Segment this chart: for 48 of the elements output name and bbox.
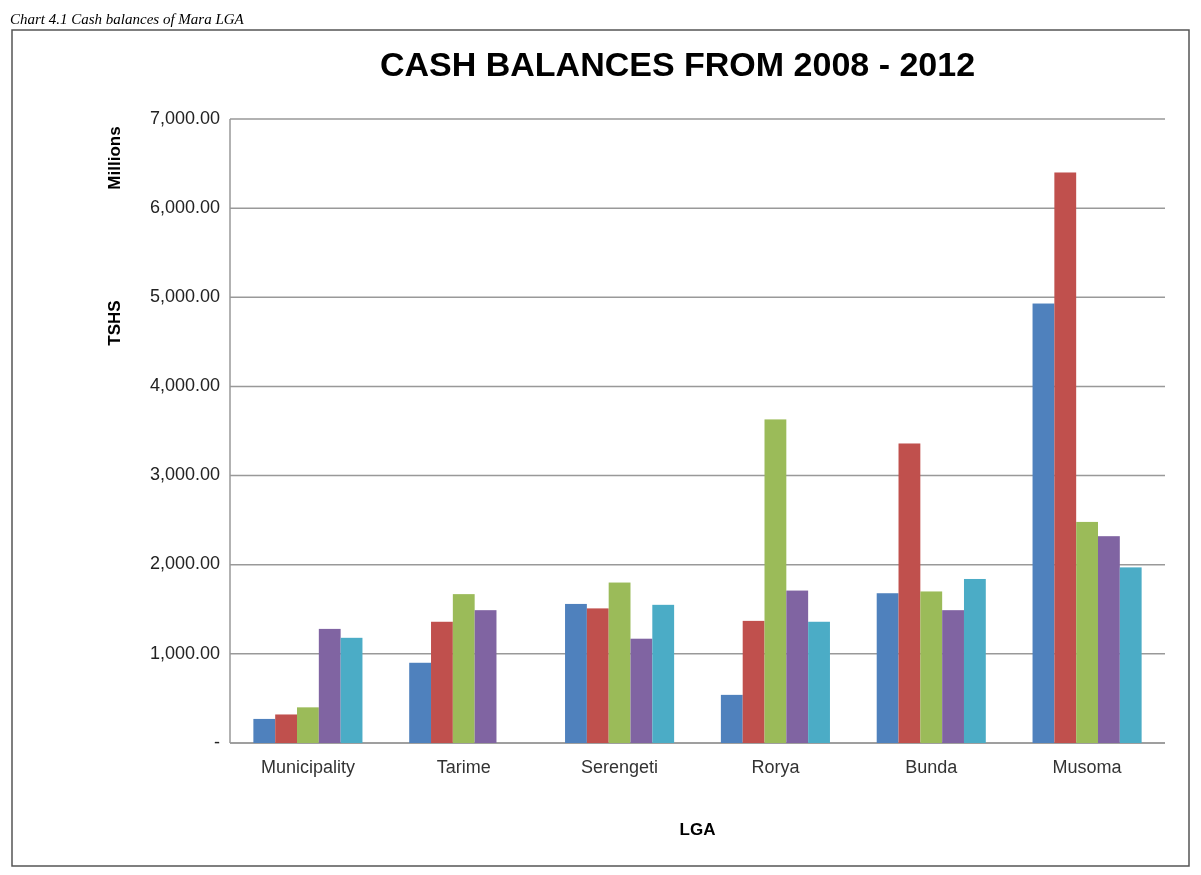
- bar: [1097, 536, 1120, 743]
- x-tick-label: Bunda: [905, 757, 959, 777]
- y-tick-label: 7,000.00: [149, 107, 220, 128]
- x-tick-label: Municipality: [260, 757, 355, 777]
- text: Millions: [105, 126, 124, 190]
- y-tick-label: 1,000.00: [149, 642, 220, 663]
- x-axis-title: LGA: [679, 820, 716, 839]
- bar: [652, 604, 675, 743]
- bar: [586, 608, 609, 743]
- bar: [340, 637, 363, 743]
- bar: [608, 582, 631, 743]
- bar: [452, 594, 475, 743]
- bar: [876, 593, 899, 743]
- bar: [1032, 303, 1055, 743]
- bar: [742, 620, 765, 743]
- bar: [630, 638, 653, 743]
- bar: [920, 591, 943, 743]
- bar: [963, 578, 986, 743]
- bar: [1076, 521, 1098, 743]
- bar: [474, 610, 497, 743]
- x-tick-label: Serengeti: [581, 757, 659, 777]
- y-tick-label: 6,000.00: [149, 196, 220, 217]
- bar: [808, 621, 830, 743]
- bar: [297, 707, 319, 743]
- x-tick-label: Musoma: [1052, 757, 1123, 777]
- y-tick-label: 2,000.00: [149, 553, 220, 574]
- x-tick-label: Rorya: [751, 757, 801, 777]
- x-tick-label: Tarime: [436, 757, 491, 777]
- bar: [1119, 567, 1142, 743]
- bar: [786, 590, 809, 743]
- bar: [253, 718, 276, 743]
- bar: [898, 443, 921, 743]
- caption: Chart 4.1 Cash balances of Mara LGA: [10, 11, 245, 27]
- bar: [409, 662, 432, 743]
- bar: [431, 621, 453, 743]
- y-tick-label: 4,000.00: [149, 375, 220, 396]
- bar: [275, 714, 298, 743]
- bar: [1054, 172, 1077, 743]
- bar: [318, 628, 341, 743]
- y-axis-title: TSHS: [105, 300, 124, 346]
- bar: [764, 419, 787, 743]
- chart-title: CASH BALANCES FROM 2008 - 2012: [379, 45, 976, 83]
- bar: [720, 694, 743, 743]
- y-tick-label: 3,000.00: [149, 464, 220, 485]
- y-tick-label: 5,000.00: [149, 286, 220, 307]
- bar: [565, 603, 587, 743]
- y-tick-label: -: [214, 731, 220, 752]
- bar: [942, 610, 964, 743]
